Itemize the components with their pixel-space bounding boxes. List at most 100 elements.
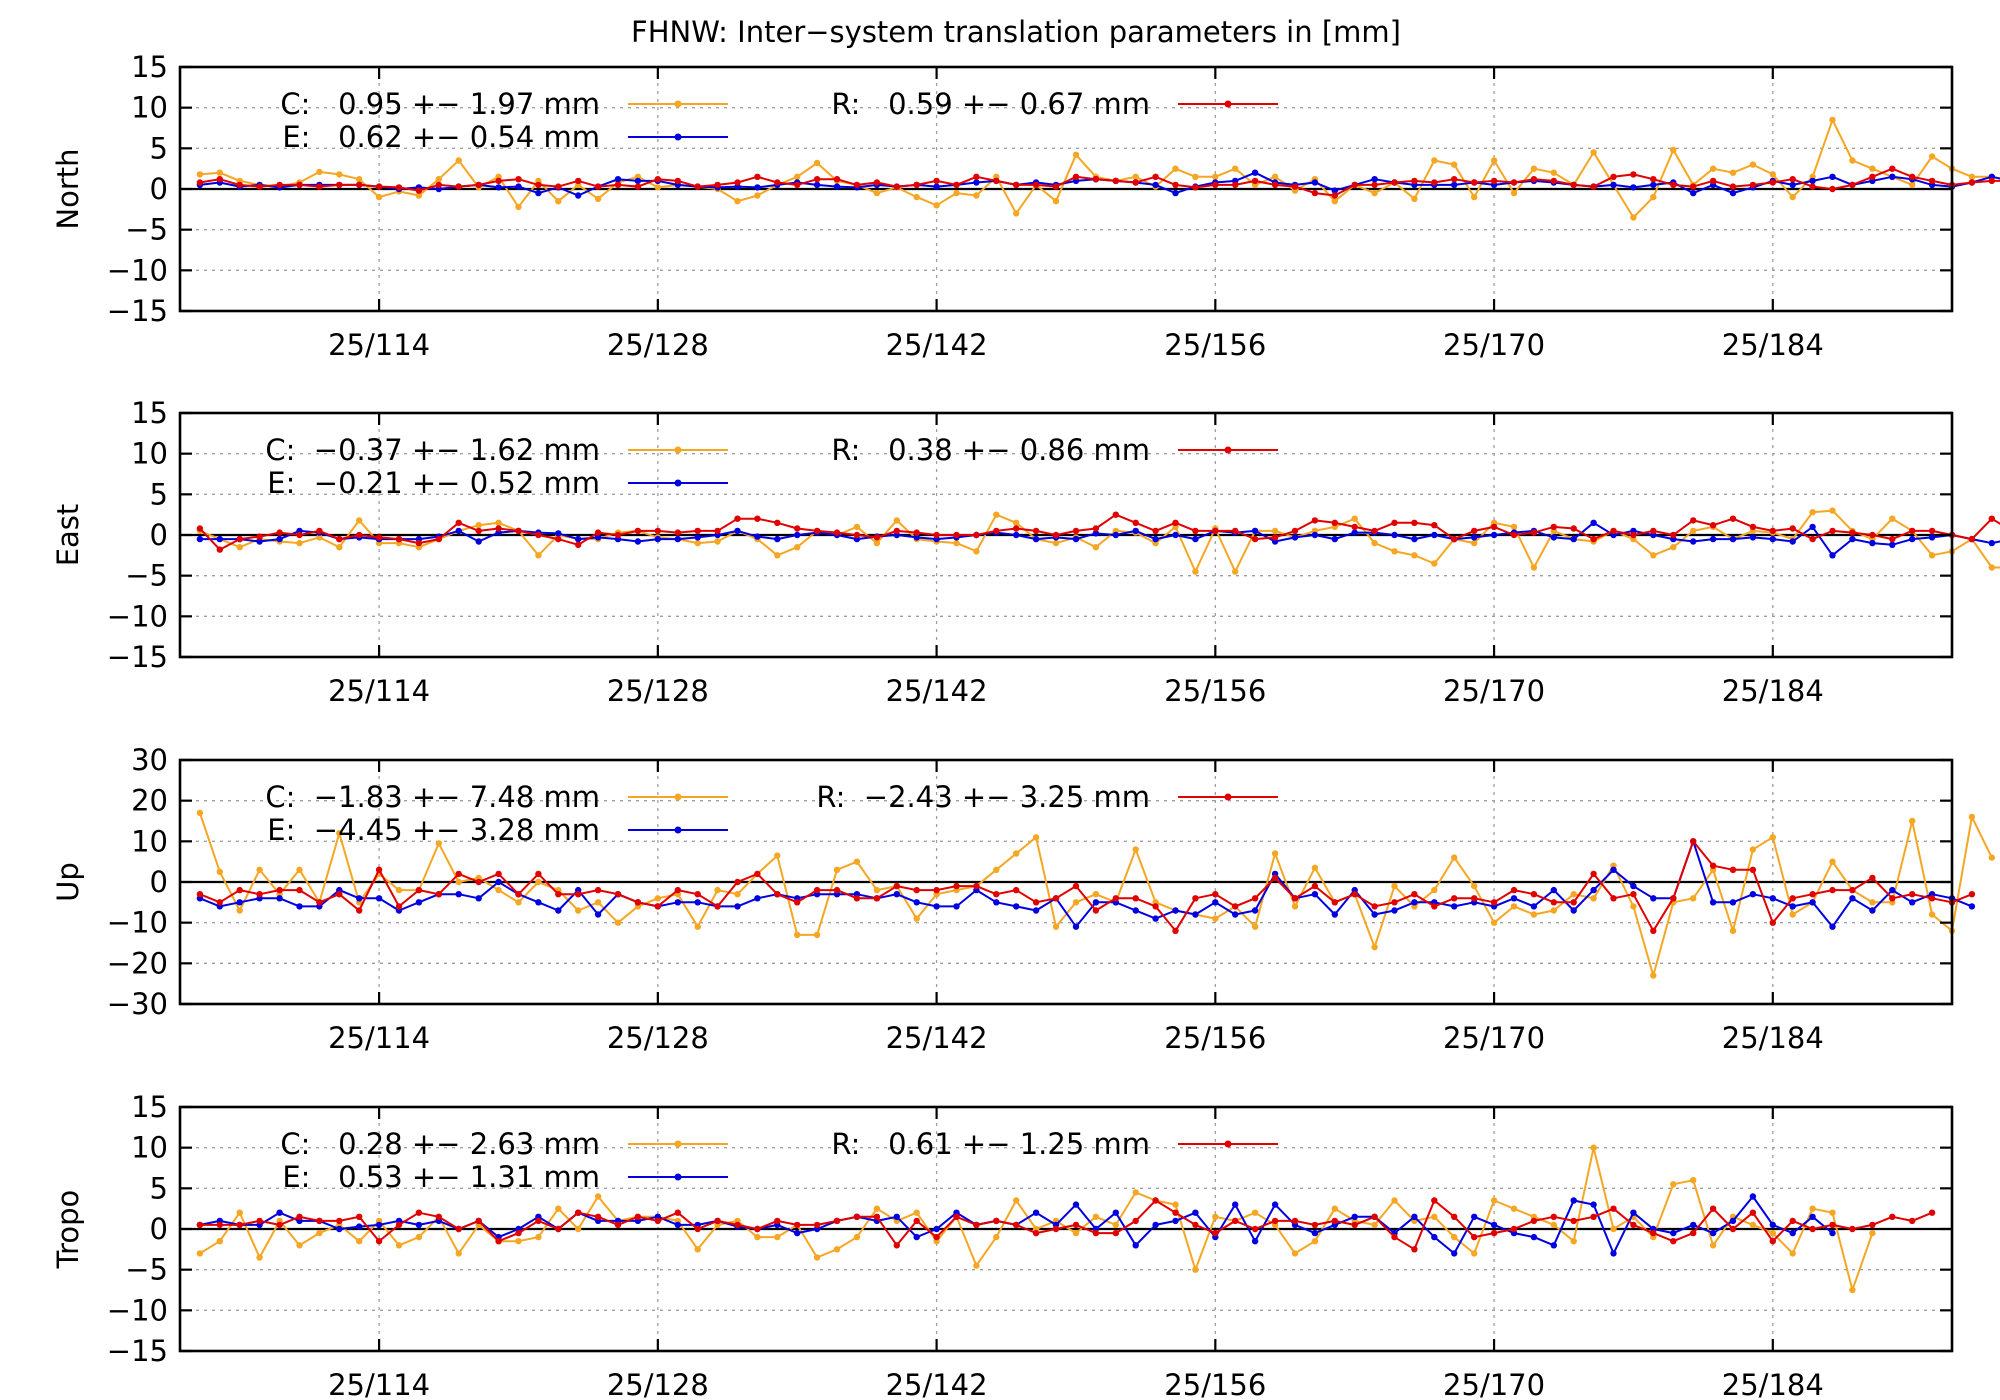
data-point xyxy=(1431,157,1438,164)
data-point xyxy=(1709,1229,1717,1237)
data-point xyxy=(1829,1229,1836,1237)
data-point xyxy=(1212,1229,1219,1237)
data-point xyxy=(1371,176,1378,183)
data-point xyxy=(1032,1209,1040,1216)
data-point xyxy=(1789,538,1796,545)
data-point xyxy=(1451,161,1458,168)
data-point xyxy=(1271,534,1279,541)
x-tick-label: 25/156 xyxy=(1164,1368,1266,1400)
data-point xyxy=(1610,527,1617,535)
panel-east: −15 −10 −5 0 5 10 15 25/114 25/128 25/142 25/156 25… xyxy=(51,396,2000,708)
data-point xyxy=(495,525,502,532)
data-point xyxy=(973,179,980,186)
data-point xyxy=(1291,527,1299,535)
data-point xyxy=(1670,895,1677,902)
data-point xyxy=(933,886,940,894)
data-point xyxy=(1172,519,1179,526)
data-point xyxy=(316,1217,323,1225)
data-point xyxy=(933,183,940,190)
data-point xyxy=(555,1205,562,1212)
data-point xyxy=(953,539,960,547)
legend-swatch-point xyxy=(1224,100,1232,108)
data-point xyxy=(794,1229,801,1237)
data-point xyxy=(1789,911,1796,918)
data-point xyxy=(296,539,303,547)
data-point xyxy=(1650,181,1657,189)
data-point xyxy=(594,1193,602,1200)
data-point xyxy=(594,529,602,536)
data-point xyxy=(1849,1225,1856,1233)
data-point xyxy=(714,527,721,535)
panel-north: −15 −10 −5 0 5 10 15 25/114 25/128 25/142 25/156 25… xyxy=(51,50,2000,362)
data-point xyxy=(1431,1233,1438,1241)
data-point xyxy=(694,527,701,535)
data-point xyxy=(1749,161,1757,168)
data-point xyxy=(216,868,223,875)
data-point xyxy=(1570,535,1577,543)
data-point xyxy=(1610,181,1617,189)
data-point xyxy=(415,192,423,199)
data-point xyxy=(515,1238,522,1245)
data-point xyxy=(1789,1217,1796,1225)
data-point xyxy=(1212,1213,1219,1221)
data-point xyxy=(1471,527,1478,535)
data-point xyxy=(575,891,582,898)
data-point xyxy=(435,1213,442,1221)
data-point xyxy=(1471,1213,1478,1221)
data-point xyxy=(1032,1229,1040,1237)
y-tick-label: −15 xyxy=(107,640,168,674)
data-point xyxy=(1391,882,1398,890)
data-point xyxy=(1610,1205,1617,1212)
data-point xyxy=(1471,1233,1478,1241)
legend-label-c: C: −0.37 +− 1.62 mm xyxy=(265,433,600,467)
data-point xyxy=(395,1221,403,1229)
data-point xyxy=(216,535,223,543)
data-point xyxy=(1471,895,1478,902)
data-point xyxy=(1112,511,1120,518)
data-point xyxy=(614,891,622,898)
data-point xyxy=(236,181,243,189)
data-point xyxy=(316,168,323,176)
data-point xyxy=(694,899,701,906)
data-point xyxy=(813,886,821,894)
data-point xyxy=(813,931,821,939)
data-point xyxy=(1590,1201,1597,1208)
data-point xyxy=(1709,1205,1717,1212)
data-point xyxy=(1829,1209,1836,1216)
data-point xyxy=(1490,1229,1498,1237)
data-point xyxy=(375,1221,383,1229)
data-point xyxy=(1769,535,1777,543)
data-point xyxy=(375,1238,383,1245)
data-point xyxy=(1749,866,1757,873)
y-tick-label: −10 xyxy=(107,599,168,633)
data-point xyxy=(634,899,642,906)
data-point xyxy=(535,878,542,886)
data-point xyxy=(1232,1217,1239,1225)
data-point xyxy=(455,870,462,878)
data-point xyxy=(614,919,622,926)
data-point xyxy=(1849,157,1856,164)
data-point xyxy=(1311,891,1319,898)
data-point xyxy=(1530,1217,1538,1225)
data-point xyxy=(1610,1250,1617,1257)
data-point xyxy=(1909,899,1916,906)
data-point xyxy=(1172,1201,1179,1208)
data-point xyxy=(1630,891,1637,898)
data-point xyxy=(535,552,542,559)
x-tick-label: 25/142 xyxy=(886,328,988,362)
data-point xyxy=(236,544,243,551)
data-point xyxy=(694,1246,701,1253)
data-point xyxy=(1112,177,1120,185)
data-point xyxy=(913,529,920,536)
data-point xyxy=(1809,899,1816,906)
data-point xyxy=(893,891,900,898)
data-point xyxy=(1411,1246,1418,1253)
legend-swatch-point xyxy=(674,1140,682,1148)
x-tick-label: 25/128 xyxy=(607,1368,709,1400)
data-point xyxy=(1311,882,1319,890)
data-point xyxy=(196,179,204,186)
data-point xyxy=(1451,1250,1458,1257)
data-point xyxy=(1451,181,1458,189)
legend-swatch-point xyxy=(1224,793,1232,801)
